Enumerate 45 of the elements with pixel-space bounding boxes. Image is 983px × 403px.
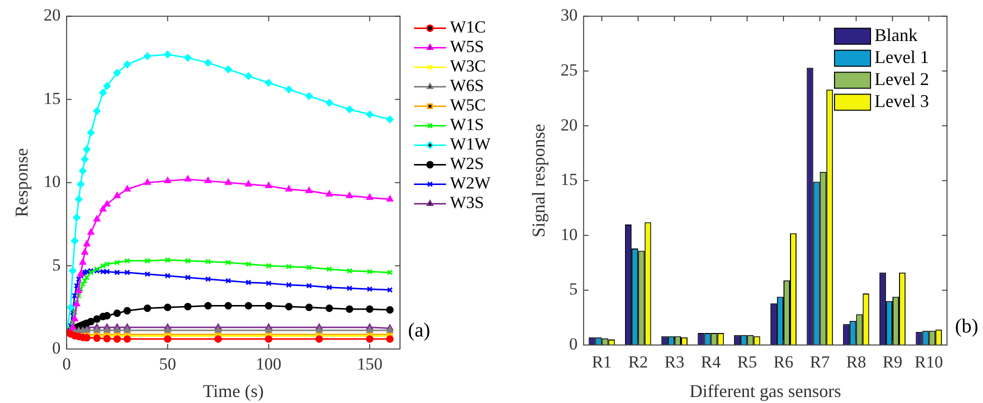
- y-tick-label: 25: [560, 60, 578, 80]
- y-axis-title: Response: [12, 148, 32, 218]
- x-tick-label: R4: [700, 352, 722, 372]
- legend-label: W5S: [450, 37, 484, 56]
- y-tick-label: 20: [44, 6, 61, 25]
- legend-label: W6S: [450, 76, 484, 96]
- legend-label: W1S: [450, 115, 484, 134]
- text: (a): [408, 319, 430, 342]
- x-tick-label: 50: [159, 354, 176, 374]
- y-tick-label: 0: [52, 338, 61, 358]
- legend-label: W3S: [450, 193, 484, 212]
- legend-label: W1C: [450, 18, 486, 37]
- legend-label: W2S: [450, 154, 484, 174]
- x-tick-label: R10: [914, 352, 943, 372]
- y-axis-title: Signal response: [528, 124, 549, 238]
- y-tick-label: 15: [44, 88, 61, 108]
- x-tick-label: 100: [256, 354, 282, 374]
- legend-label: W2W: [450, 174, 492, 193]
- y-tick-label: 15: [560, 170, 578, 190]
- legend-label: W3C: [450, 56, 486, 76]
- y-tick-label: 0: [569, 334, 578, 354]
- x-tick-label: 150: [356, 354, 382, 374]
- x-axis-title: Time (s): [202, 380, 264, 401]
- y-tick-label: 20: [560, 115, 578, 134]
- x-tick-label: R7: [810, 352, 830, 372]
- y-tick-label: 10: [560, 224, 578, 244]
- legend-label: Blank: [874, 24, 918, 45]
- legend-label: Level 3: [874, 90, 930, 111]
- x-tick-label: R6: [774, 352, 794, 372]
- x-tick-label: R8: [846, 352, 866, 372]
- x-tick-label: R1: [592, 352, 612, 372]
- legend-label: W5C: [450, 96, 486, 115]
- y-tick-label: 5: [52, 255, 61, 274]
- y-tick-label: 30: [560, 6, 578, 25]
- legend-label: W1W: [450, 134, 492, 154]
- legend-label: Level 1: [874, 46, 930, 67]
- y-tick-label: 10: [44, 172, 61, 192]
- text: (b): [955, 315, 978, 338]
- x-tick-label: R5: [737, 352, 758, 372]
- x-tick-label: R2: [628, 352, 648, 372]
- x-tick-label: R3: [664, 352, 684, 372]
- legend-label: Level 2: [874, 68, 930, 89]
- x-axis-title: Different gas sensors: [689, 380, 842, 401]
- y-tick-label: 5: [569, 280, 578, 299]
- x-tick-label: R9: [882, 352, 902, 372]
